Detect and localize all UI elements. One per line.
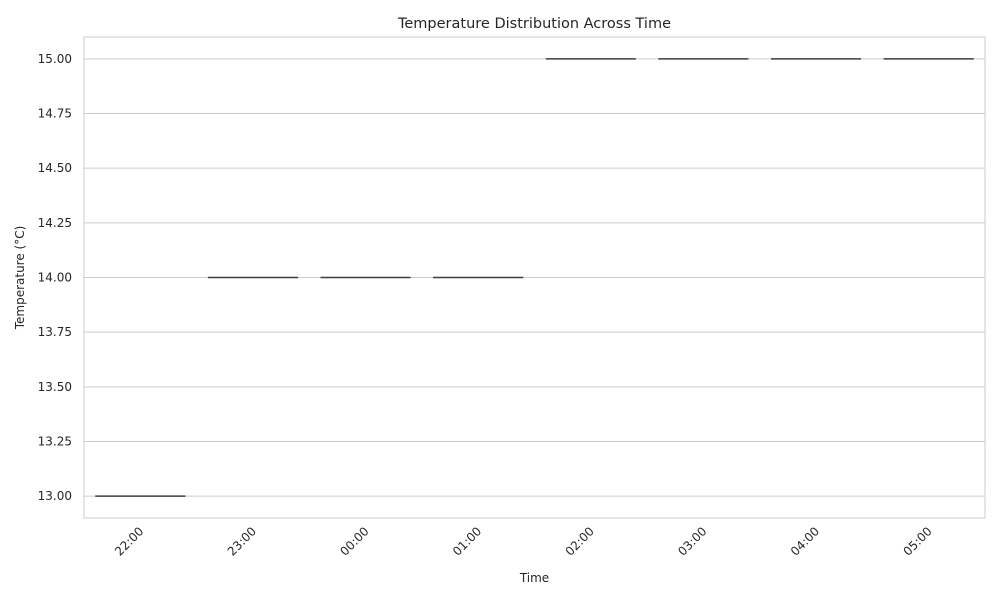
box-medians	[95, 58, 974, 497]
y-tick-label: 13.50	[38, 380, 72, 394]
y-tick-label: 13.75	[38, 325, 72, 339]
y-tick-labels: 13.00 13.25 13.50 13.75 14.00 14.25 14.50 14.75…	[38, 52, 72, 503]
y-tick-label: 14.00	[38, 271, 72, 285]
y-tick-label: 14.75	[38, 107, 72, 121]
y-tick-label: 13.25	[38, 434, 72, 448]
x-axis-label: Time	[519, 571, 549, 585]
plot-frame	[83, 36, 986, 519]
y-tick-label: 13.00	[38, 489, 72, 503]
y-tick-label: 15.00	[38, 52, 72, 66]
y-tick-label: 14.25	[38, 216, 72, 230]
chart-title: Temperature Distribution Across Time	[397, 16, 671, 32]
y-axis-label: Temperature (°C)	[13, 226, 27, 331]
y-tick-label: 14.50	[38, 161, 72, 175]
